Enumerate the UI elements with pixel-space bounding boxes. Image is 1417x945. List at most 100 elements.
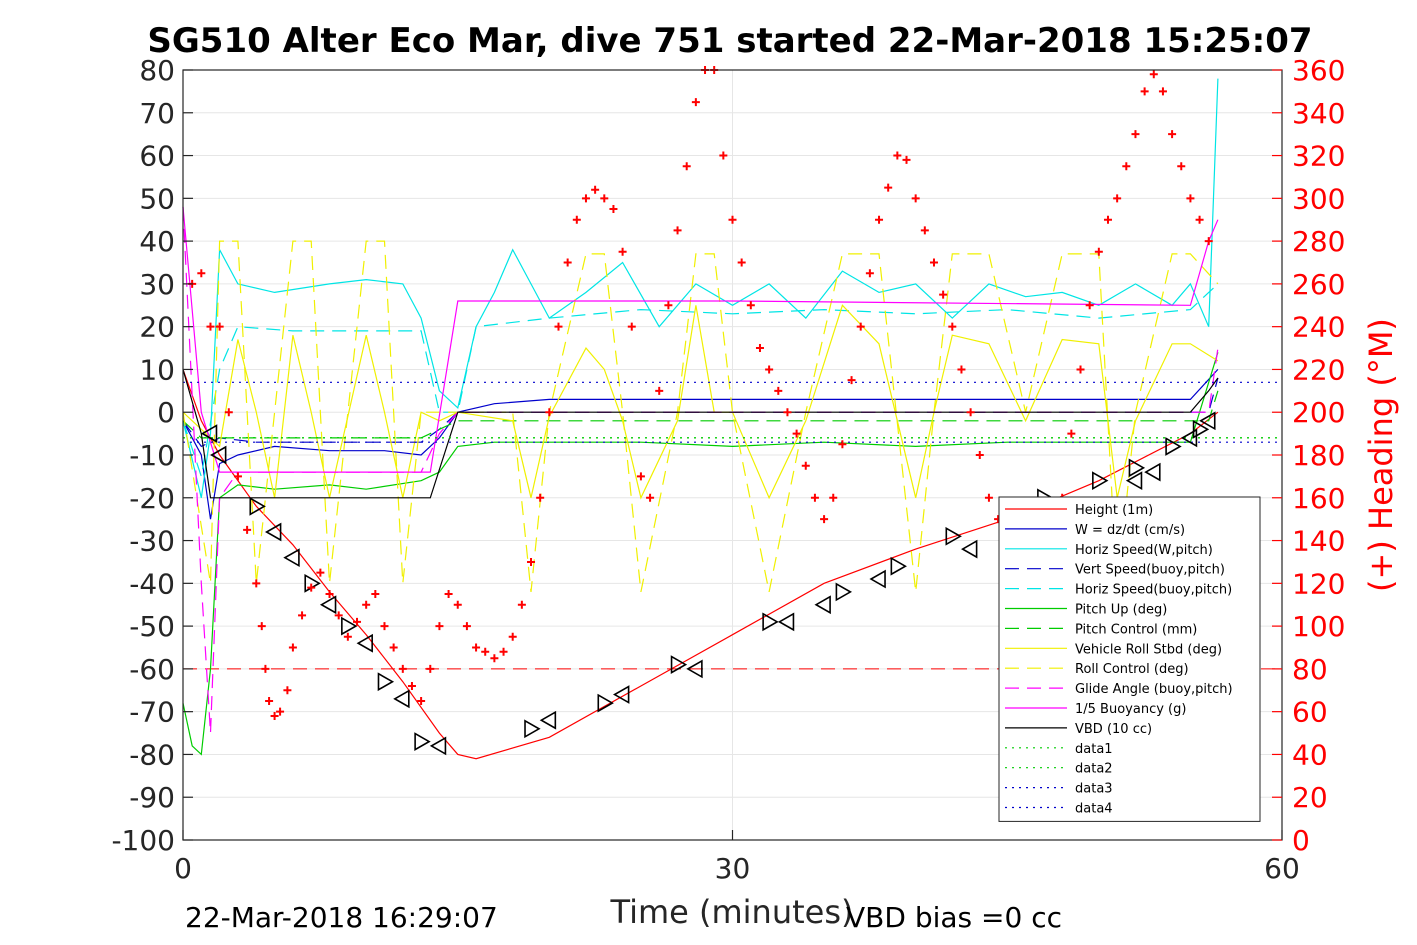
triangle-marker-left (961, 539, 978, 559)
heading-point (664, 301, 673, 310)
right-tick-label: 260 (1292, 268, 1345, 301)
heading-point (1149, 70, 1158, 79)
heading-point (1085, 301, 1094, 310)
heading-point (829, 493, 838, 502)
heading-point (1177, 162, 1186, 171)
heading-point (435, 622, 444, 631)
legend-label: data4 (1075, 802, 1113, 817)
heading-point (481, 647, 490, 656)
triangle-marker-left (1199, 411, 1216, 431)
triangle-marker-right (377, 672, 395, 692)
heading-point (1204, 237, 1213, 246)
legend-label: Vert Speed(buoy,pitch) (1075, 563, 1225, 578)
triangle-marker-right (524, 719, 541, 739)
right-axis-label: (+) Heading (°M) (1362, 318, 1400, 592)
heading-point (417, 696, 426, 705)
series-vbd-10-cc (182, 369, 1219, 499)
heading-point (545, 408, 554, 417)
heading-point (1113, 194, 1122, 203)
heading-point (288, 643, 297, 652)
heading-point (472, 643, 481, 652)
heading-point (1067, 429, 1076, 438)
heading-point (820, 515, 829, 524)
triangle-marker-right (762, 612, 779, 632)
heading-point (380, 622, 389, 631)
triangle-marker-left (1125, 471, 1143, 491)
heading-point (307, 583, 316, 592)
heading-point (975, 451, 984, 459)
heading-point (957, 365, 966, 374)
heading-points (188, 66, 1213, 720)
legend-label: Horiz Speed(buoy,pitch) (1075, 583, 1232, 598)
heading-point (673, 226, 682, 235)
heading-point (398, 664, 407, 673)
heading-point (316, 568, 325, 577)
heading-point (206, 322, 215, 331)
heading-point (856, 322, 865, 331)
heading-point (920, 226, 929, 235)
triangle-marker-right (341, 616, 358, 636)
heading-point (948, 322, 957, 331)
heading-point (1076, 365, 1085, 374)
heading-point (517, 600, 526, 609)
heading-point (453, 600, 462, 609)
series-vert-speed-buoy-pitch (182, 377, 1219, 448)
right-tick-label: 300 (1292, 182, 1345, 215)
heading-point (774, 386, 783, 395)
heading-point (197, 269, 206, 278)
y-tick-label: -40 (129, 567, 175, 600)
heading-point (233, 472, 242, 481)
legend-label: Roll Control (deg) (1075, 662, 1189, 677)
right-tick-label: 200 (1292, 396, 1345, 429)
heading-point (334, 611, 343, 620)
heading-point (1158, 87, 1167, 96)
y-tick-label: 10 (139, 353, 175, 386)
series-height-1m (182, 369, 1219, 760)
heading-point (462, 622, 471, 631)
triangle-marker-left (264, 522, 282, 542)
chart-title: SG510 Alter Eco Mar, dive 751 started 22… (147, 21, 1312, 61)
heading-point (490, 654, 499, 663)
triangle-marker-left (200, 424, 218, 443)
legend-label: Vehicle Roll Stbd (deg) (1075, 642, 1222, 657)
triangle-marker-right (890, 556, 907, 576)
axes: 80706050403020100-10-20-30-40-50-60-70-8… (111, 54, 1345, 885)
triangle-marker-right (945, 526, 962, 546)
series-horiz-speed-w-pitch (182, 78, 1219, 498)
heading-point (682, 162, 691, 171)
heading-point (508, 632, 517, 641)
right-tick-label: 20 (1292, 781, 1328, 814)
x-tick-label: 60 (1264, 852, 1300, 885)
heading-point (257, 622, 266, 631)
y-tick-label: -30 (129, 525, 175, 558)
right-tick-label: 140 (1292, 525, 1345, 558)
y-tick-label: 30 (139, 268, 175, 301)
triangle-marker-right (414, 732, 431, 751)
legend-label: Glide Angle (buoy,pitch) (1075, 682, 1233, 697)
legend-label: Pitch Control (mm) (1075, 622, 1197, 637)
heading-point (215, 322, 224, 331)
heading-point (875, 215, 884, 224)
footer-vbd-bias: VBD bias =0 cc (846, 901, 1062, 934)
triangle-marker-left (283, 548, 300, 568)
triangle-marker-right (1092, 471, 1109, 491)
heading-point (527, 557, 536, 566)
legend: Height (1m) W = dz/dt (cm/s) Horiz Speed(W… (998, 496, 1261, 822)
y-tick-label: -20 (129, 482, 175, 515)
heading-point (243, 525, 252, 534)
legend-label: 1/5 Buoyancy (g) (1075, 702, 1186, 717)
y-tick-label: 0 (157, 396, 175, 429)
heading-point (343, 632, 352, 641)
heading-point (261, 664, 270, 673)
heading-point (270, 711, 279, 720)
heading-point (1195, 215, 1204, 224)
legend-label: data2 (1075, 762, 1113, 777)
series-1-5-buoyancy-g (182, 206, 1219, 473)
heading-point (719, 151, 728, 160)
y-tick-label: 70 (139, 97, 175, 130)
y-tick-label: -90 (129, 781, 175, 814)
heading-point (728, 215, 737, 224)
triangle-marker-left (814, 595, 831, 615)
y-tick-label: -50 (129, 610, 175, 643)
heading-point (646, 493, 655, 502)
